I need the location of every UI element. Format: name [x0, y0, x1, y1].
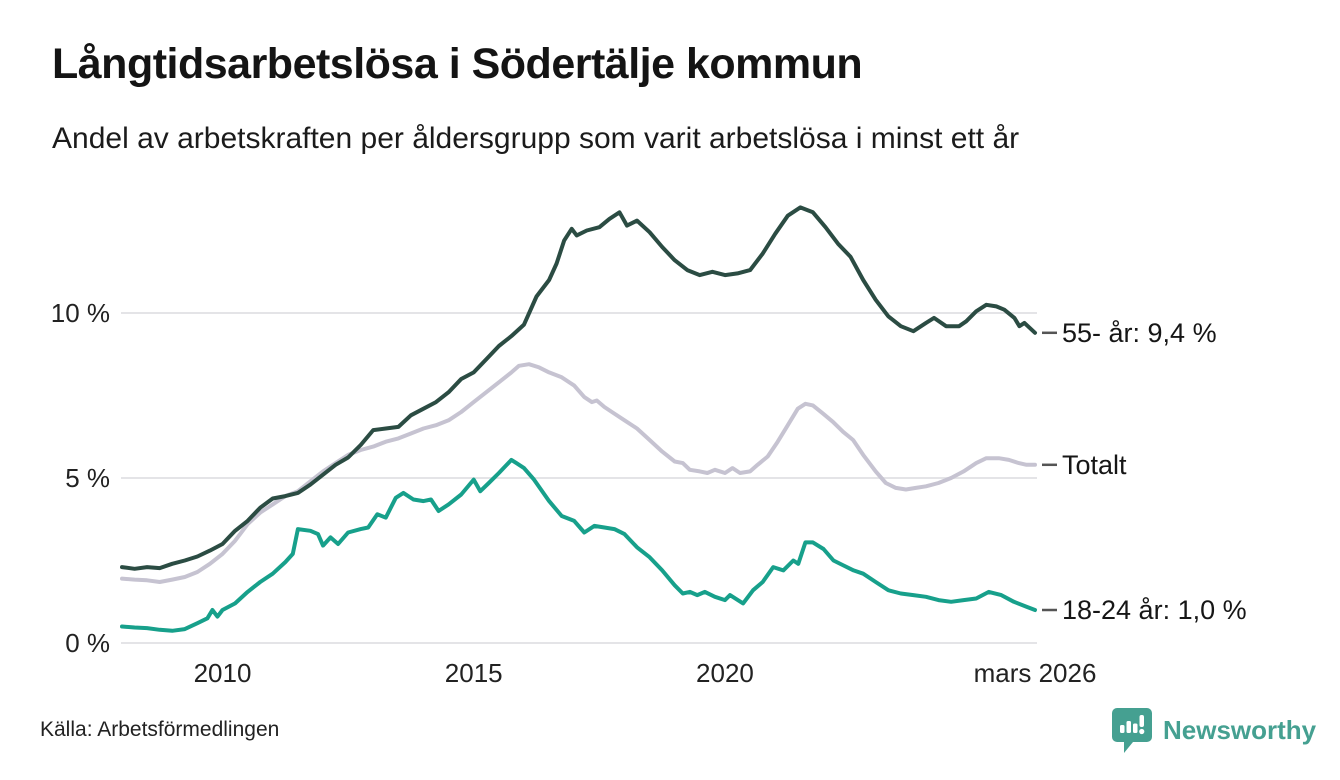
series-line-totalt — [120, 362, 1037, 584]
x-axis-tick-label: 2020 — [696, 658, 754, 688]
newsworthy-icon — [1112, 708, 1152, 753]
x-axis-tick-label: 2010 — [193, 658, 252, 688]
y-axis-tick-label: 0 % — [65, 628, 110, 658]
x-axis-tick-label: mars 2026 — [973, 658, 1097, 688]
series-line-18-24-r — [120, 457, 1037, 633]
newsworthy-wordmark: Newsworthy — [1163, 714, 1317, 745]
newsworthy-logo: Newsworthy — [1112, 706, 1316, 754]
y-axis-tick-label: 10 % — [50, 298, 110, 328]
chart-subtitle: Andel av arbetskraften per åldersgrupp s… — [52, 122, 1020, 155]
series-end-label: 18-24 år: 1,0 % — [1062, 595, 1247, 625]
source-label: Källa: Arbetsförmedlingen — [40, 718, 280, 741]
series-end-label: 55- år: 9,4 % — [1062, 317, 1217, 348]
series-end-label: Totalt — [1062, 449, 1127, 480]
page-title: Långtidsarbetslösa i Södertälje kommun — [52, 40, 863, 88]
x-axis-tick-label: 2015 — [444, 658, 503, 688]
y-axis-tick-label: 5 % — [65, 463, 110, 493]
series-line-55-r — [120, 205, 1037, 571]
